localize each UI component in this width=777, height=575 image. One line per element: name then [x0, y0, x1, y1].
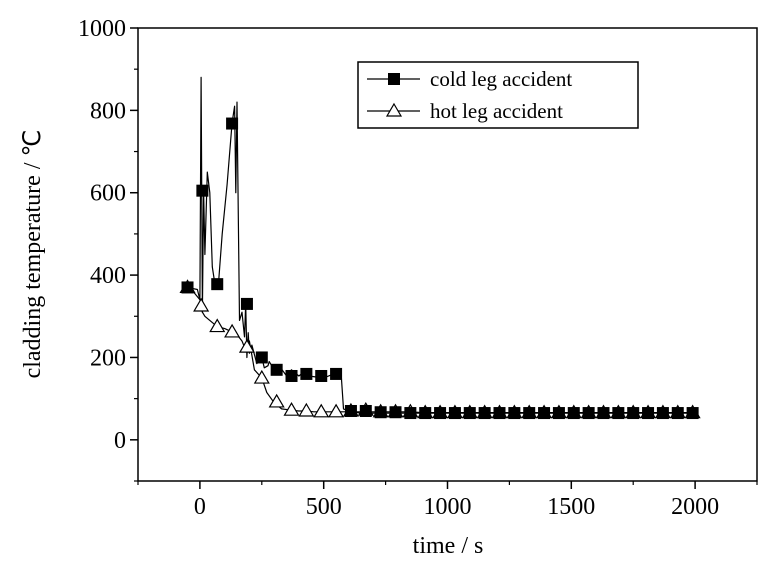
- data-point-cold-leg: [671, 407, 684, 420]
- x-tick-label: 2000: [671, 494, 719, 520]
- data-point-cold-leg: [330, 367, 343, 380]
- axis-ticks: [130, 27, 758, 489]
- data-point-cold-leg: [656, 407, 669, 420]
- data-point-cold-leg: [240, 297, 253, 310]
- data-point-cold-leg: [448, 407, 461, 420]
- data-point-cold-leg: [419, 407, 432, 420]
- data-point-cold-leg: [538, 407, 551, 420]
- data-point-hot-leg: [328, 403, 345, 418]
- data-point-hot-leg: [313, 403, 330, 418]
- y-tick-label: 800: [90, 98, 126, 124]
- data-point-cold-leg: [344, 404, 357, 417]
- y-tick-label: 200: [90, 345, 126, 371]
- data-point-cold-leg: [255, 351, 268, 364]
- data-point-cold-leg: [181, 281, 194, 294]
- data-point-cold-leg: [478, 407, 491, 420]
- data-point-hot-leg: [298, 402, 315, 417]
- data-point-cold-leg: [627, 407, 640, 420]
- data-point-cold-leg: [552, 407, 565, 420]
- legend: cold leg accident hot leg accident: [357, 61, 639, 129]
- data-point-hot-leg: [238, 338, 255, 353]
- data-point-cold-leg: [226, 117, 239, 130]
- legend-box: [357, 61, 639, 129]
- y-axis-label: cladding temperature / ℃: [20, 130, 46, 379]
- data-point-cold-leg: [359, 404, 372, 417]
- data-point-hot-leg: [193, 297, 210, 312]
- data-point-cold-leg: [315, 369, 328, 382]
- data-point-hot-leg: [268, 393, 285, 408]
- data-point-hot-leg: [283, 401, 300, 416]
- data-point-cold-leg: [300, 367, 313, 380]
- x-axis-label: time / s: [413, 533, 484, 559]
- data-point-cold-leg: [582, 407, 595, 420]
- legend-label-cold: cold leg accident: [430, 67, 572, 91]
- series-markers: [179, 117, 701, 420]
- x-tick-label: 1000: [424, 494, 472, 520]
- data-point-cold-leg: [196, 184, 209, 197]
- data-point-cold-leg: [523, 407, 536, 420]
- data-point-cold-leg: [389, 406, 402, 419]
- x-tick-label: 500: [306, 494, 342, 520]
- data-point-cold-leg: [493, 407, 506, 420]
- data-point-cold-leg: [285, 369, 298, 382]
- legend-label-hot: hot leg accident: [430, 99, 563, 123]
- data-point-cold-leg: [642, 407, 655, 420]
- data-point-cold-leg: [211, 278, 224, 291]
- legend-marker-cold: [388, 73, 400, 85]
- y-tick-label: 0: [114, 428, 126, 454]
- data-point-hot-leg: [209, 318, 226, 333]
- data-point-hot-leg: [224, 323, 241, 338]
- series-line-hot-leg: [187, 286, 696, 414]
- y-tick-label: 400: [90, 263, 126, 289]
- x-tick-label: 1500: [547, 494, 595, 520]
- tick-labels: 0 500 1000 1500 2000 0 200 400 600 800 1000: [78, 16, 719, 520]
- y-tick-label: 600: [90, 181, 126, 207]
- legend-marker-hot: [385, 102, 403, 117]
- y-tick-label: 1000: [78, 16, 126, 42]
- data-point-cold-leg: [612, 407, 625, 420]
- data-point-cold-leg: [270, 363, 283, 376]
- data-point-cold-leg: [686, 407, 699, 420]
- data-point-cold-leg: [567, 407, 580, 420]
- data-point-cold-leg: [508, 407, 521, 420]
- data-point-cold-leg: [463, 407, 476, 420]
- data-point-hot-leg: [253, 369, 270, 384]
- data-point-cold-leg: [434, 407, 447, 420]
- data-point-cold-leg: [597, 407, 610, 420]
- x-tick-label: 0: [194, 494, 206, 520]
- data-point-cold-leg: [374, 406, 387, 419]
- data-point-cold-leg: [404, 407, 417, 420]
